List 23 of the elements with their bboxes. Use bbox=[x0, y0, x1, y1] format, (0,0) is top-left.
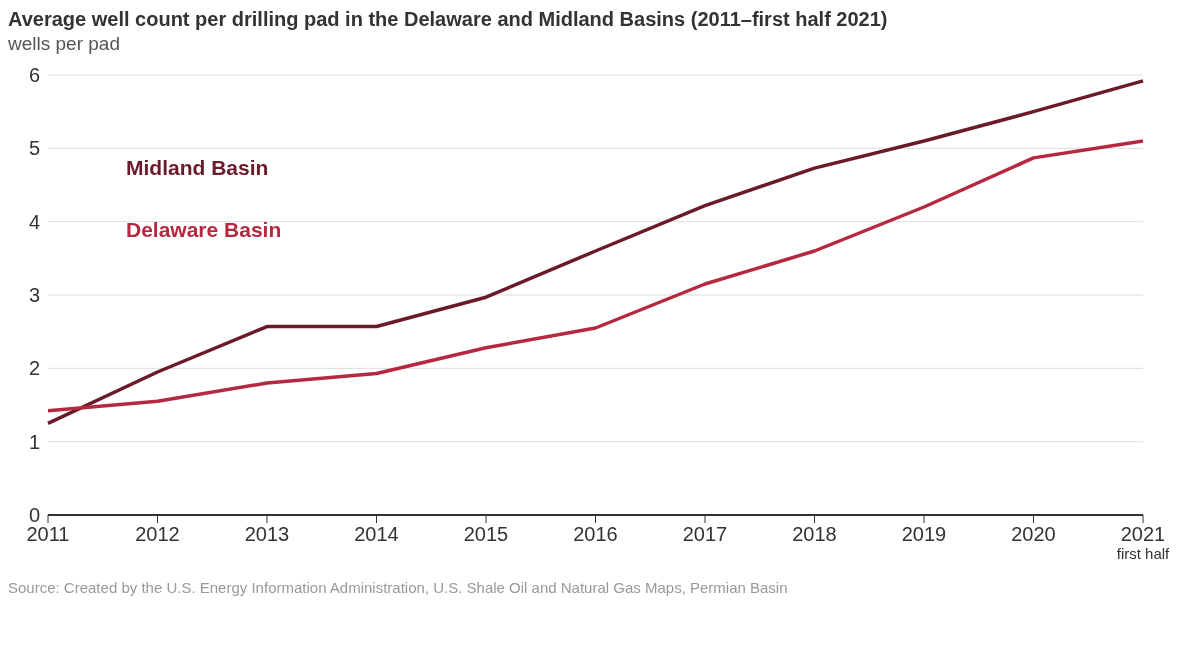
source-note: Source: Created by the U.S. Energy Information Administration, U.S. Shale Oil and Natural Gas Maps, Permian Basin bbox=[8, 579, 789, 596]
y-tick-label: 5 bbox=[28, 137, 40, 160]
x-tick-label: 2013 bbox=[244, 523, 290, 545]
x-tick-label: 2016 bbox=[573, 523, 618, 545]
x-tick-label: 2021 first half bbox=[1116, 523, 1171, 562]
x-tick-label: 2014 bbox=[354, 523, 399, 545]
y-tick-label: 6 bbox=[28, 64, 40, 87]
text: Delaware Basin bbox=[126, 218, 282, 242]
x-tick-label: 2018 bbox=[792, 523, 837, 545]
x-tick-label: 2020 bbox=[1011, 523, 1056, 545]
y-tick-label: 4 bbox=[28, 210, 40, 233]
x-tick-label: 2017 bbox=[682, 523, 728, 545]
text: Midland Basin bbox=[126, 156, 269, 180]
y-tick-label: 2 bbox=[28, 357, 40, 380]
y-tick-label: 3 bbox=[28, 284, 40, 307]
chart-title: Average well count per drilling pad in the Delaware and Midland Basins (2011–first half 2021) bbox=[8, 8, 889, 31]
line-series bbox=[46, 139, 1145, 413]
x-tick-label: 2019 bbox=[901, 523, 947, 545]
x-tick-label: 2012 bbox=[135, 523, 180, 545]
x-tick-label: 2015 bbox=[463, 523, 509, 545]
chart-subtitle: wells per pad bbox=[8, 33, 121, 55]
y-tick-label: 1 bbox=[28, 430, 40, 453]
line-series bbox=[46, 79, 1145, 426]
